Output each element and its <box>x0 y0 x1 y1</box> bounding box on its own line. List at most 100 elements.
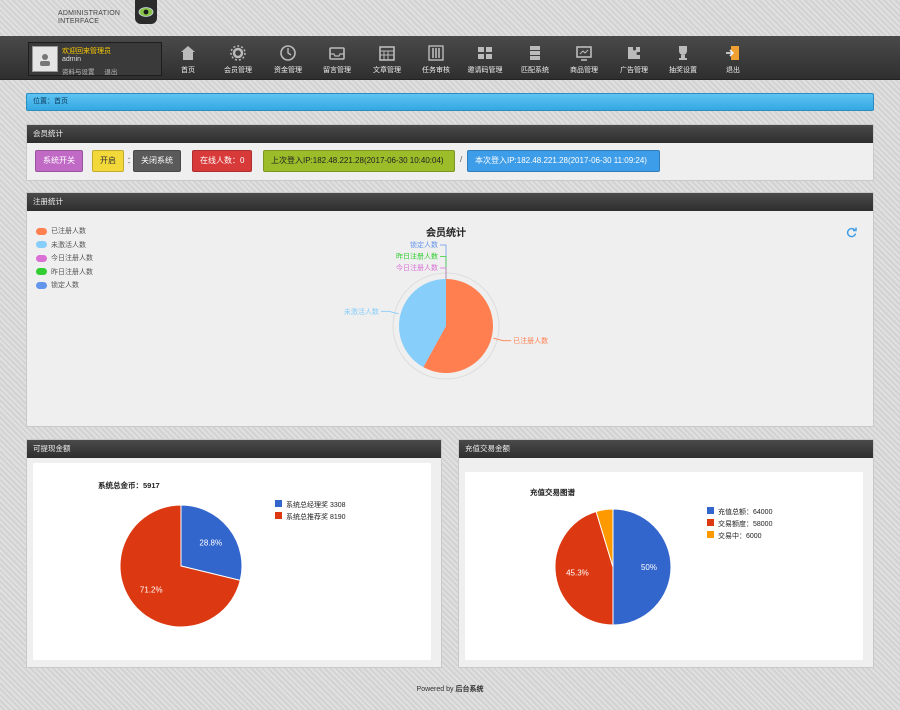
nav-item-0[interactable]: 首页 <box>165 44 211 76</box>
last-login-button[interactable]: 上次登入IP:182.48.221.28(2017-06-30 10:40:04… <box>263 150 455 172</box>
legend-swatch <box>36 227 47 235</box>
grid-icon <box>476 44 494 62</box>
pie-slice[interactable] <box>119 504 241 628</box>
chart-title: 充值交易图谱 <box>530 487 575 497</box>
nav-item-5[interactable]: 任务审核 <box>413 44 459 76</box>
pie-label-line <box>440 244 447 279</box>
nav-item-label: 任务审核 <box>422 67 450 74</box>
legend-label: 充值总额：64000 <box>718 507 773 516</box>
user-icon <box>40 54 50 66</box>
withdrawable-pie-chart: 系统总金币：5917 28.8% 系统总经理奖 3308 71.2% 系统总推荐奖 81… <box>98 480 346 628</box>
gear-icon <box>229 44 247 62</box>
nav-item-2[interactable]: 资金管理 <box>265 44 311 76</box>
top-brand-bar: ADMINISTRATION INTERFACE <box>0 0 900 36</box>
legend-label: 系统总经理奖 3308 <box>286 500 346 509</box>
legend-item[interactable]: 今日注册人数 <box>36 253 93 263</box>
member-stats-title: 会员统计 <box>27 125 873 143</box>
legend-swatch <box>707 507 714 514</box>
legend-item[interactable]: 已注册人数 <box>36 226 86 236</box>
calendar-icon <box>378 44 396 62</box>
clock-icon <box>279 44 297 62</box>
logout-link[interactable]: 退出 <box>104 69 118 76</box>
inbox-icon <box>328 44 346 62</box>
legend-item[interactable]: 未激活人数 <box>36 240 86 250</box>
nav-item-label: 会员管理 <box>224 67 252 74</box>
online-count-button[interactable]: 在线人数：0 <box>192 150 253 172</box>
nav-item-label: 商品管理 <box>570 67 598 74</box>
trophy-icon <box>674 44 692 62</box>
eye-logo-icon <box>135 0 157 24</box>
legend-swatch <box>36 281 47 289</box>
footer-prefix: Powered by <box>416 686 456 693</box>
nav-item-4[interactable]: 文章管理 <box>364 44 410 76</box>
pie-slice-label: 昨日注册人数 <box>396 252 438 261</box>
pie-slice[interactable] <box>180 504 243 582</box>
legend-item[interactable]: 昨日注册人数 <box>36 267 93 277</box>
footer-name: 后台系统 <box>455 686 484 693</box>
profile-link[interactable]: 资料与设置 <box>62 69 95 76</box>
colon-separator: ： <box>127 156 135 165</box>
nav-item-11[interactable]: 退出 <box>710 44 756 76</box>
brand-line-1: ADMINISTRATION <box>58 10 121 17</box>
pie-slice[interactable] <box>612 508 672 626</box>
refresh-icon[interactable] <box>845 226 857 238</box>
welcome-text: 欢迎回来管理员 <box>62 48 111 55</box>
trade-title: 充值交易金额 <box>459 440 873 458</box>
home-icon <box>179 44 197 62</box>
close-system-button[interactable]: 关闭系统 <box>133 150 181 172</box>
exit-door-icon <box>724 44 742 62</box>
trade-pie-chart: 充值交易图谱 50% 充值总额：64000 45.3% 交易额度：58000 交易中：60… <box>530 487 773 626</box>
this-login-button[interactable]: 本次登入IP:182.48.221.28(2017-06-30 11:09:24… <box>467 150 660 172</box>
nav-item-label: 匹配系统 <box>521 67 549 74</box>
nav-item-9[interactable]: 广告管理 <box>611 44 657 76</box>
pie-slice[interactable] <box>595 508 614 568</box>
legend-item[interactable]: 锁定人数 <box>36 280 79 290</box>
user-box: 欢迎回来管理员 admin 资料与设置 退出 <box>28 42 162 76</box>
pie-slice[interactable] <box>399 279 446 368</box>
pie-pct-label: 45.3% <box>566 568 589 577</box>
legend-label: 交易额度：58000 <box>718 519 773 528</box>
chart-title: 会员统计 <box>426 226 466 239</box>
legend-swatch <box>36 254 47 262</box>
brand-title: ADMINISTRATION INTERFACE <box>58 10 120 26</box>
nav-item-6[interactable]: 邀请码管理 <box>462 44 508 76</box>
pie-label-line <box>380 310 399 315</box>
monitor-icon <box>575 44 593 62</box>
chart-title: 系统总金币：5917 <box>98 480 160 490</box>
breadcrumb: 位置：首页 <box>26 93 874 111</box>
pie-label-line <box>493 337 512 342</box>
registration-stats-title: 注册统计 <box>27 193 873 211</box>
legend-swatch <box>36 268 47 275</box>
legend-swatch <box>275 512 282 519</box>
nav-item-7[interactable]: 匹配系统 <box>512 44 558 76</box>
pie-slice[interactable] <box>554 510 614 626</box>
system-on-button[interactable]: 开启 <box>92 150 124 172</box>
legend-label: 未激活人数 <box>51 241 86 249</box>
pie-slice-label: 锁定人数 <box>410 240 438 249</box>
avatar <box>32 46 58 72</box>
nav-item-label: 首页 <box>181 67 195 74</box>
legend-label: 昨日注册人数 <box>51 268 93 276</box>
legend-swatch <box>707 519 714 526</box>
pie-pct-label: 50% <box>641 563 657 572</box>
pie-slice-label: 今日注册人数 <box>396 263 438 272</box>
pie-slice-label: 未激活人数 <box>344 307 379 316</box>
nav-item-label: 资金管理 <box>274 67 302 74</box>
user-links: 资料与设置 退出 <box>62 66 125 76</box>
nav-item-1[interactable]: 会员管理 <box>215 44 261 76</box>
pie-slice[interactable] <box>423 279 493 373</box>
nav-item-3[interactable]: 留言管理 <box>314 44 360 76</box>
nav-item-label: 广告管理 <box>620 67 648 74</box>
nav-item-8[interactable]: 商品管理 <box>561 44 607 76</box>
user-name: admin <box>62 56 82 63</box>
brand-line-2: INTERFACE <box>58 18 100 25</box>
legend-label: 锁定人数 <box>51 282 79 289</box>
legend-swatch <box>275 500 282 507</box>
system-switch-button[interactable]: 系统开关 <box>35 150 83 172</box>
footer: Powered by 后台系统 <box>0 684 900 694</box>
nav-item-10[interactable]: 抽奖设置 <box>660 44 706 76</box>
legend-label: 今日注册人数 <box>51 255 93 262</box>
legend-swatch <box>707 531 714 538</box>
nav-item-label: 留言管理 <box>323 67 351 74</box>
